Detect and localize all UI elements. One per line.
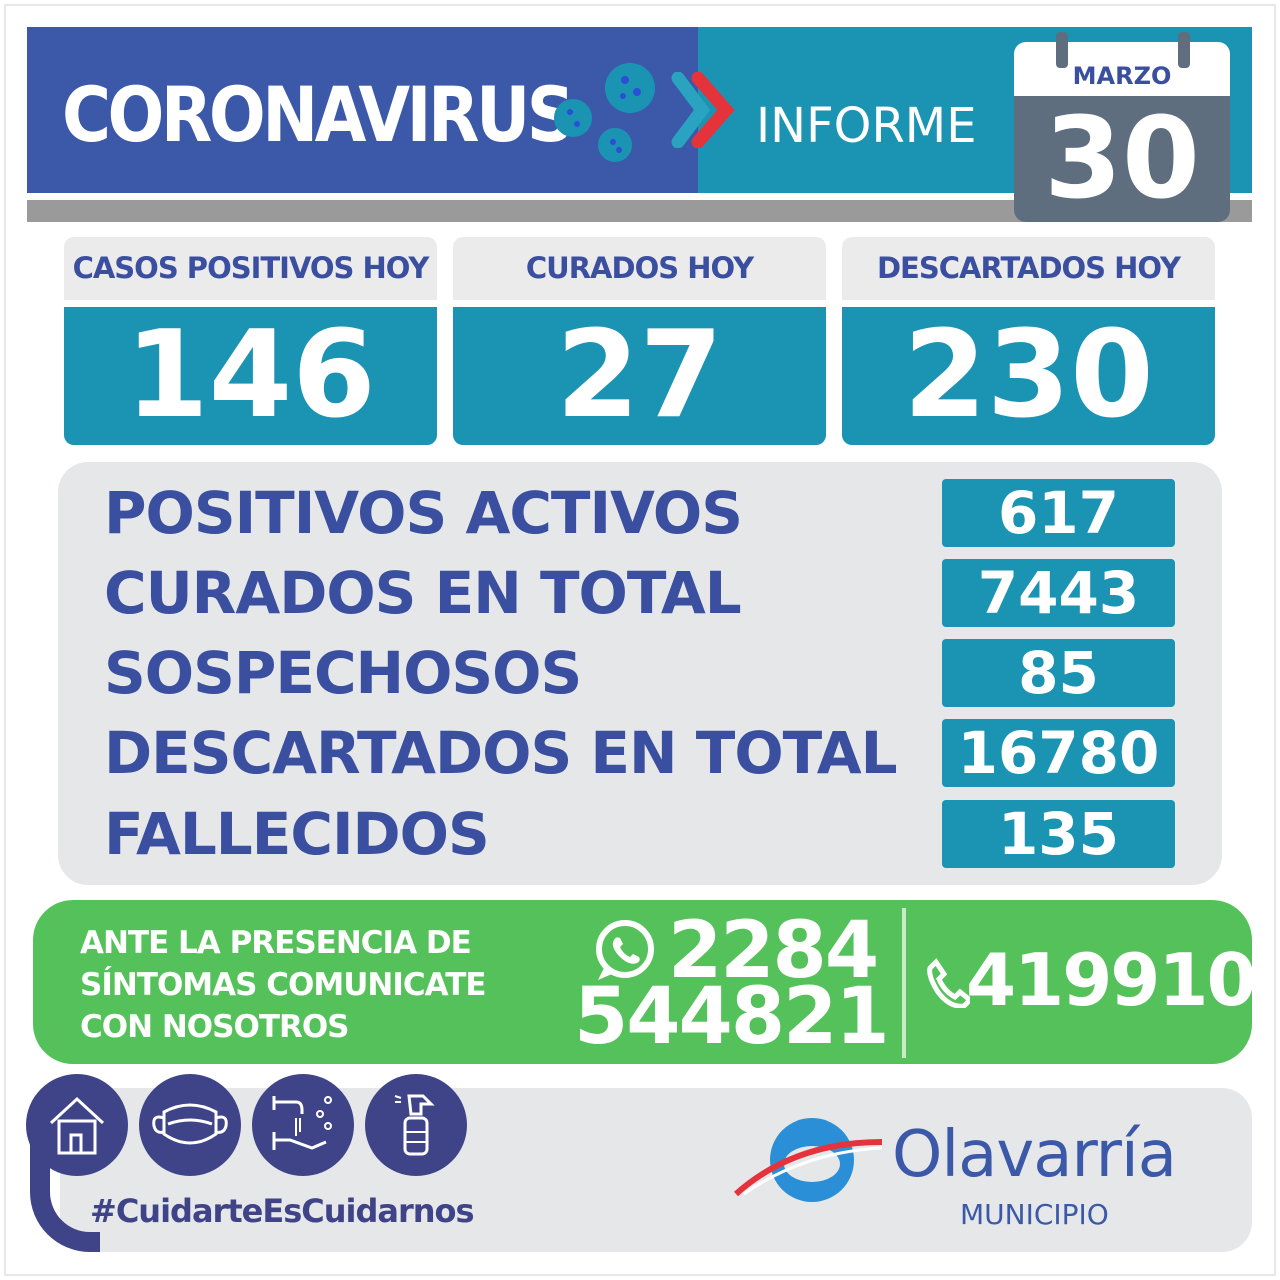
whatsapp-icon (596, 920, 654, 980)
card-label-descartados: DESCARTADOS HOY (842, 237, 1215, 300)
hashtag: #CuidarteEsCuidarnos (90, 1192, 475, 1230)
phone-icon (927, 958, 970, 1008)
contact-line: ANTE LA PRESENCIA DE (80, 925, 472, 961)
chevron-logo-icon (671, 72, 735, 148)
card-label-curados: CURADOS HOY (453, 237, 826, 300)
face-mask-icon (139, 1074, 241, 1176)
page-title: CORONAVIRUS (62, 70, 575, 159)
whatsapp-number-part2: 544821 (574, 972, 890, 1062)
contact-line: CON NOSOTROS (80, 1009, 350, 1045)
virus-icon (554, 63, 655, 162)
stat-value: 16780 (942, 719, 1175, 787)
card-value-positivos: 146 (64, 307, 437, 445)
report-label: INFORME (756, 98, 977, 154)
contact-line: SÍNTOMAS COMUNICATE (80, 967, 487, 1003)
header-underline (27, 200, 1252, 222)
calendar-top (1014, 42, 1230, 102)
stat-value: 617 (942, 479, 1175, 547)
phone-number: 419910 (966, 938, 1257, 1022)
logo-subtitle: MUNICIPIO (960, 1198, 1109, 1231)
stay-home-icon (26, 1074, 128, 1176)
card-label-positivos: CASOS POSITIVOS HOY (64, 237, 437, 300)
contact-divider (902, 908, 906, 1058)
logo-name: Olavarría (892, 1118, 1177, 1192)
stat-label: DESCARTADOS EN TOTAL (104, 719, 898, 787)
stat-value: 7443 (942, 559, 1175, 627)
calendar-ring (1178, 32, 1190, 68)
stat-label: POSITIVOS ACTIVOS (104, 479, 743, 547)
contact-text: ANTE LA PRESENCIA DE SÍNTOMAS COMUNICATE… (80, 922, 487, 1048)
stat-value: 85 (942, 639, 1175, 707)
hand-washing-icon (252, 1074, 354, 1176)
calendar-day: 30 (1044, 94, 1200, 224)
whatsapp-number-part1: 2284 (668, 906, 879, 996)
calendar-month: MARZO (1072, 62, 1172, 90)
stat-label: CURADOS EN TOTAL (104, 559, 742, 627)
stat-label: FALLECIDOS (104, 800, 490, 868)
calendar-ring (1056, 32, 1068, 68)
olavarria-logo-icon (734, 1118, 883, 1202)
calendar-bottom (1014, 96, 1230, 222)
page-frame (4, 4, 1276, 1276)
stat-label: SOSPECHOSOS (104, 639, 582, 707)
card-value-curados: 27 (453, 307, 826, 445)
stat-value: 135 (942, 800, 1175, 868)
sanitizer-spray-icon (365, 1074, 467, 1176)
card-value-descartados: 230 (842, 307, 1215, 445)
